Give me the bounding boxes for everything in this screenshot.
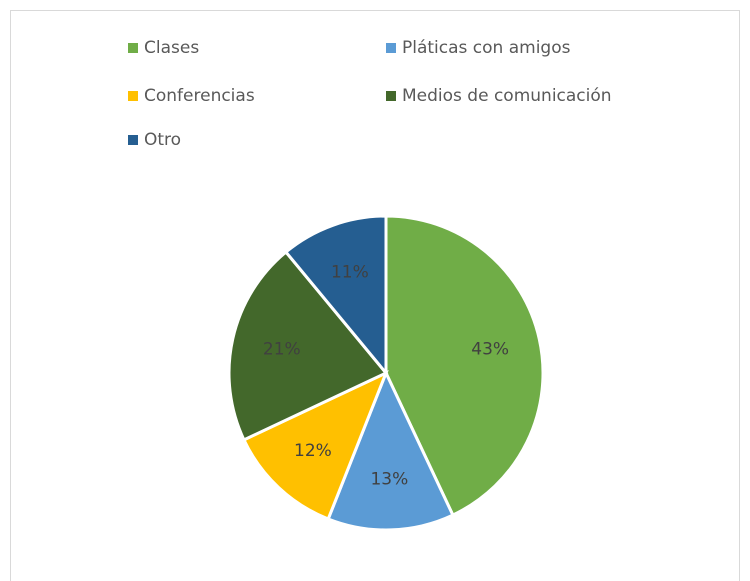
legend: Clases Pláticas con amigos Conferencias Med… [128, 38, 612, 150]
pie-slice [326, 369, 455, 532]
data-label: 21% [263, 340, 301, 360]
data-label: 12% [294, 441, 332, 461]
legend-swatch [128, 91, 138, 101]
pie-slice [283, 214, 388, 378]
data-label: 13% [370, 470, 408, 490]
legend-swatch [386, 43, 396, 53]
pie-slice [241, 370, 389, 521]
legend-swatch [386, 91, 396, 101]
pie-slice [227, 249, 389, 442]
legend-swatch [128, 135, 138, 145]
legend-label: Medios de comunicación [402, 86, 612, 106]
legend-label: Conferencias [144, 86, 255, 106]
data-label: 11% [331, 263, 369, 283]
legend-label: Otro [144, 130, 181, 150]
pie-slice [384, 214, 545, 518]
legend-label: Clases [144, 38, 199, 58]
legend-label: Pláticas con amigos [402, 38, 571, 58]
data-label: 43% [471, 340, 509, 360]
legend-swatch [128, 43, 138, 53]
pie: 43% 13% 12% 21% 11% [227, 214, 545, 532]
